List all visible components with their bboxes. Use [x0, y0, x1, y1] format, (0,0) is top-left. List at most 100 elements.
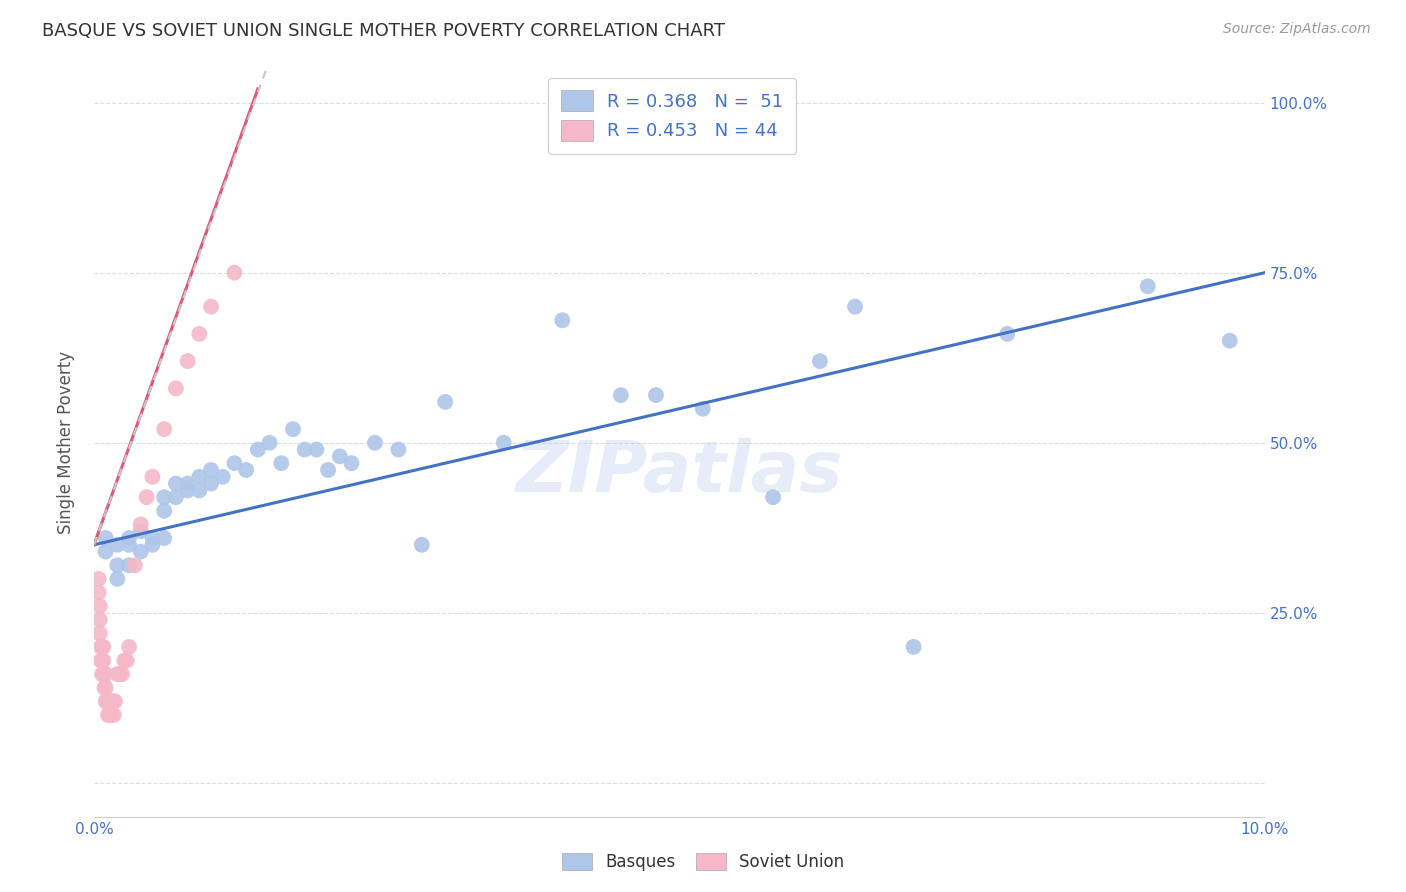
Point [87, 585, 110, 599]
Point [551, 313, 574, 327]
Point [844, 300, 866, 314]
Point [91, 640, 114, 654]
Point [98, 707, 121, 722]
Point [98, 707, 121, 722]
Point [129, 524, 152, 539]
Point [492, 435, 515, 450]
Point [200, 300, 222, 314]
Point [141, 531, 163, 545]
Point [141, 538, 163, 552]
Point [165, 476, 187, 491]
Text: BASQUE VS SOVIET UNION SINGLE MOTHER POVERTY CORRELATION CHART: BASQUE VS SOVIET UNION SINGLE MOTHER POV… [42, 22, 725, 40]
Point [270, 456, 292, 470]
Point [129, 544, 152, 558]
Point [105, 667, 128, 681]
Point [91, 653, 114, 667]
Point [176, 483, 198, 498]
Point [93, 667, 115, 681]
Point [329, 450, 352, 464]
Text: ZIPatlas: ZIPatlas [516, 438, 844, 508]
Point [411, 538, 433, 552]
Point [129, 517, 152, 532]
Legend: R = 0.368   N =  51, R = 0.453   N = 44: R = 0.368 N = 51, R = 0.453 N = 44 [548, 78, 796, 153]
Point [645, 388, 668, 402]
Point [224, 266, 246, 280]
Point [105, 572, 128, 586]
Point [153, 531, 176, 545]
Point [692, 401, 714, 416]
Point [340, 456, 363, 470]
Point [153, 422, 176, 436]
Point [97, 707, 120, 722]
Point [153, 490, 176, 504]
Point [387, 442, 409, 457]
Point [316, 463, 339, 477]
Point [108, 667, 131, 681]
Point [118, 531, 141, 545]
Point [94, 694, 117, 708]
Point [211, 470, 233, 484]
Point [112, 653, 135, 667]
Point [91, 667, 114, 681]
Point [165, 381, 187, 395]
Point [235, 463, 257, 477]
Point [995, 326, 1018, 341]
Point [90, 640, 112, 654]
Point [1219, 334, 1241, 348]
Point [188, 470, 211, 484]
Point [111, 667, 134, 681]
Point [294, 442, 316, 457]
Point [118, 538, 141, 552]
Point [100, 707, 122, 722]
Point [105, 538, 128, 552]
Point [91, 640, 114, 654]
Point [141, 470, 163, 484]
Point [305, 442, 328, 457]
Point [103, 707, 125, 722]
Point [97, 694, 120, 708]
Point [101, 694, 124, 708]
Point [188, 326, 211, 341]
Point [93, 681, 115, 695]
Point [118, 640, 141, 654]
Y-axis label: Single Mother Poverty: Single Mother Poverty [58, 351, 75, 534]
Point [135, 490, 157, 504]
Point [259, 435, 281, 450]
Point [115, 653, 138, 667]
Point [1136, 279, 1159, 293]
Point [98, 694, 121, 708]
Point [98, 694, 121, 708]
Point [87, 572, 110, 586]
Point [176, 476, 198, 491]
Point [188, 483, 211, 498]
Point [364, 435, 387, 450]
Point [124, 558, 146, 573]
Point [434, 395, 457, 409]
Point [105, 558, 128, 573]
Point [91, 653, 114, 667]
Point [153, 504, 176, 518]
Point [176, 354, 198, 368]
Point [104, 694, 127, 708]
Legend: Basques, Soviet Union: Basques, Soviet Union [554, 845, 852, 880]
Point [94, 544, 117, 558]
Point [610, 388, 633, 402]
Point [90, 653, 112, 667]
Point [903, 640, 925, 654]
Text: Source: ZipAtlas.com: Source: ZipAtlas.com [1223, 22, 1371, 37]
Point [89, 613, 111, 627]
Point [94, 667, 117, 681]
Point [165, 490, 187, 504]
Point [200, 463, 222, 477]
Point [246, 442, 269, 457]
Point [281, 422, 304, 436]
Point [224, 456, 246, 470]
Point [91, 667, 114, 681]
Point [94, 531, 117, 545]
Point [94, 681, 117, 695]
Point [118, 558, 141, 573]
Point [89, 626, 111, 640]
Point [200, 476, 222, 491]
Point [808, 354, 831, 368]
Point [762, 490, 785, 504]
